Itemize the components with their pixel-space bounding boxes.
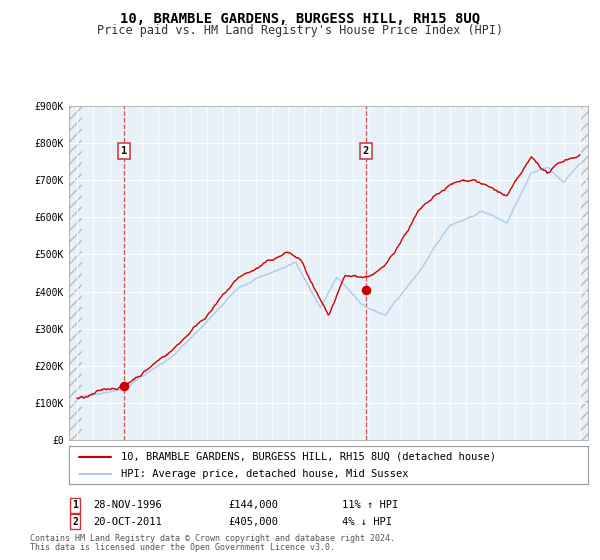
Text: 2: 2 (362, 146, 369, 156)
Bar (69, 106, 82, 440)
Bar (580, 106, 588, 440)
Text: Price paid vs. HM Land Registry's House Price Index (HPI): Price paid vs. HM Land Registry's House … (97, 24, 503, 36)
Text: £405,000: £405,000 (228, 517, 278, 527)
Text: 28-NOV-1996: 28-NOV-1996 (93, 500, 162, 510)
Text: 20-OCT-2011: 20-OCT-2011 (93, 517, 162, 527)
Text: HPI: Average price, detached house, Mid Sussex: HPI: Average price, detached house, Mid … (121, 469, 409, 479)
Point (361, 285, 371, 294)
Text: 10, BRAMBLE GARDENS, BURGESS HILL, RH15 8UQ (detached house): 10, BRAMBLE GARDENS, BURGESS HILL, RH15 … (121, 451, 496, 461)
Point (119, 382, 129, 391)
Text: 2: 2 (72, 517, 78, 527)
Text: 4% ↓ HPI: 4% ↓ HPI (342, 517, 392, 527)
Text: This data is licensed under the Open Government Licence v3.0.: This data is licensed under the Open Gov… (30, 543, 335, 552)
Text: 11% ↑ HPI: 11% ↑ HPI (342, 500, 398, 510)
Text: Contains HM Land Registry data © Crown copyright and database right 2024.: Contains HM Land Registry data © Crown c… (30, 534, 395, 543)
Text: £144,000: £144,000 (228, 500, 278, 510)
Text: 10, BRAMBLE GARDENS, BURGESS HILL, RH15 8UQ: 10, BRAMBLE GARDENS, BURGESS HILL, RH15 … (120, 12, 480, 26)
Text: 1: 1 (121, 146, 127, 156)
Text: 1: 1 (72, 500, 78, 510)
